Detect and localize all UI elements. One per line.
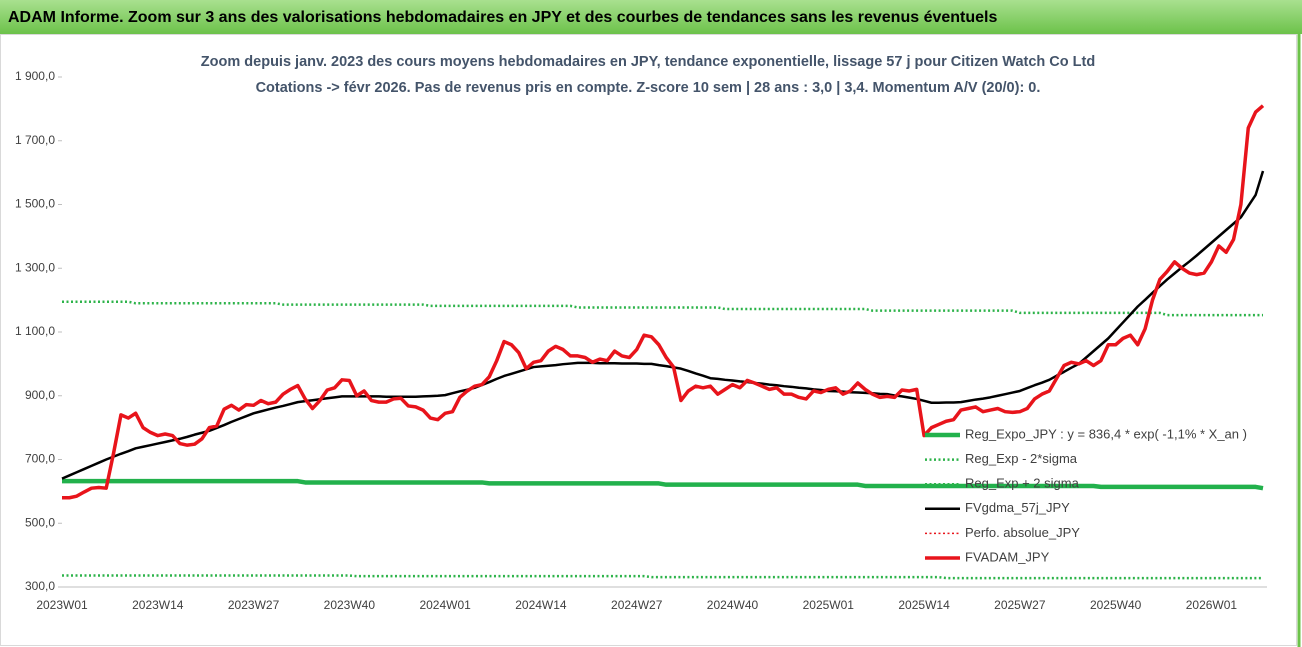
- legend-label: Reg_Expo_JPY : y = 836,4 * exp( -1,1% * …: [965, 426, 1247, 441]
- y-tick-label: 900,0: [25, 388, 55, 402]
- x-tick-label: 2024W40: [707, 598, 759, 612]
- x-tick-label: 2024W27: [611, 598, 663, 612]
- x-tick-label: 2026W01: [1186, 598, 1238, 612]
- x-tick-label: 2024W01: [419, 598, 471, 612]
- chart-title: Zoom depuis janv. 2023 des cours moyens …: [201, 54, 1095, 70]
- series-line: [62, 574, 1263, 580]
- x-tick-label: 2023W27: [228, 598, 280, 612]
- y-tick-label: 500,0: [25, 515, 55, 529]
- x-tick-label: 2025W40: [1090, 598, 1142, 612]
- y-tick-label: 1 700,0: [15, 133, 55, 147]
- y-tick-label: 1 300,0: [15, 260, 55, 274]
- x-tick-label: 2025W14: [898, 598, 950, 612]
- x-tick-label: 2025W01: [803, 598, 855, 612]
- header-title: ADAM Informe. Zoom sur 3 ans des valoris…: [8, 9, 997, 26]
- y-tick-label: 1 500,0: [15, 197, 55, 211]
- chart-frame: [0, 34, 1297, 646]
- x-tick-label: 2023W40: [324, 598, 376, 612]
- x-tick-label: 2024W14: [515, 598, 567, 612]
- y-tick-label: 1 900,0: [15, 69, 55, 83]
- x-tick-label: 2023W14: [132, 598, 184, 612]
- header-bar: [0, 0, 1302, 34]
- y-tick-label: 1 100,0: [15, 324, 55, 338]
- series-line: [62, 104, 1265, 500]
- plot-area: 300,0 500,0 700,0 900,0 1 100,0 1 300,0 1 500,…: [15, 69, 1267, 612]
- legend-label: Reg_Exp - 2*sigma: [965, 451, 1078, 466]
- legend-label: FVADAM_JPY: [965, 549, 1050, 564]
- chart-subtitle: Cotations -> févr 2026. Pas de revenus p…: [256, 80, 1041, 96]
- legend-label: Reg_Exp + 2 sigma: [965, 476, 1080, 491]
- x-tick-label: 2023W01: [36, 598, 88, 612]
- x-tick-label: 2025W27: [994, 598, 1046, 612]
- series-line: [62, 478, 1264, 491]
- series-line: [61, 170, 1265, 480]
- y-tick-label: 300,0: [25, 579, 55, 593]
- legend-label: Perfo. absolue_JPY: [965, 525, 1080, 540]
- legend-label: FVgdma_57j_JPY: [965, 500, 1070, 515]
- y-tick-label: 700,0: [25, 452, 55, 466]
